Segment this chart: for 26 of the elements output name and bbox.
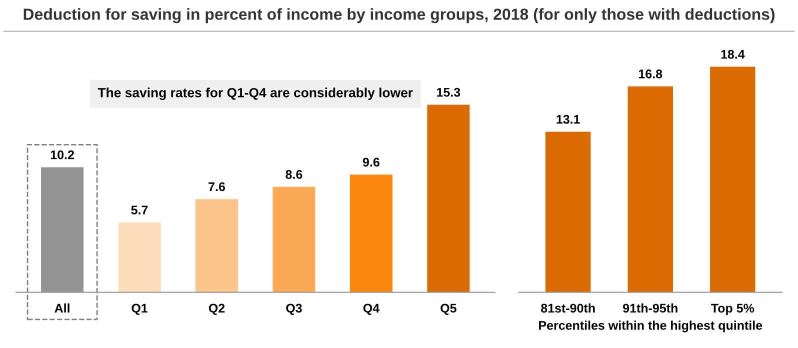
- data-label: 9.6: [362, 158, 380, 167]
- data-label: 5.7: [131, 206, 148, 214]
- bar: [196, 199, 238, 292]
- bar: [272, 186, 316, 292]
- data-label: 10.2: [50, 150, 74, 160]
- x-tick-label: Q3: [286, 304, 302, 315]
- x-tick-label: Q2: [208, 304, 225, 315]
- bar: [427, 104, 470, 292]
- data-label: 8.6: [286, 170, 302, 179]
- x-axis-title: Percentiles within the highest quintile: [539, 320, 762, 332]
- x-tick-label: 91th-95th: [623, 303, 678, 313]
- x-tick-label: Q1: [132, 304, 148, 315]
- x-tick-label: Top 5%: [711, 304, 754, 316]
- text: The saving rates for Q1-Q4 are considerably lower: [98, 88, 413, 100]
- x-tick-label: Q4: [363, 304, 380, 315]
- data-label: 18.4: [721, 50, 745, 59]
- x-tick-label: Q5: [440, 304, 456, 315]
- x-tick-label: All: [54, 303, 70, 312]
- bar: [350, 174, 392, 292]
- data-label: 7.6: [208, 182, 225, 192]
- data-label: 16.8: [638, 70, 662, 78]
- bar: [118, 222, 161, 292]
- data-label: 15.3: [437, 88, 460, 97]
- x-tick-label: 81st-90th: [541, 303, 595, 313]
- data-label: 13.1: [556, 114, 580, 124]
- chart-title: Deduction for saving in percent of income by income groups, 2018 (for only those with deductions): [24, 8, 775, 24]
